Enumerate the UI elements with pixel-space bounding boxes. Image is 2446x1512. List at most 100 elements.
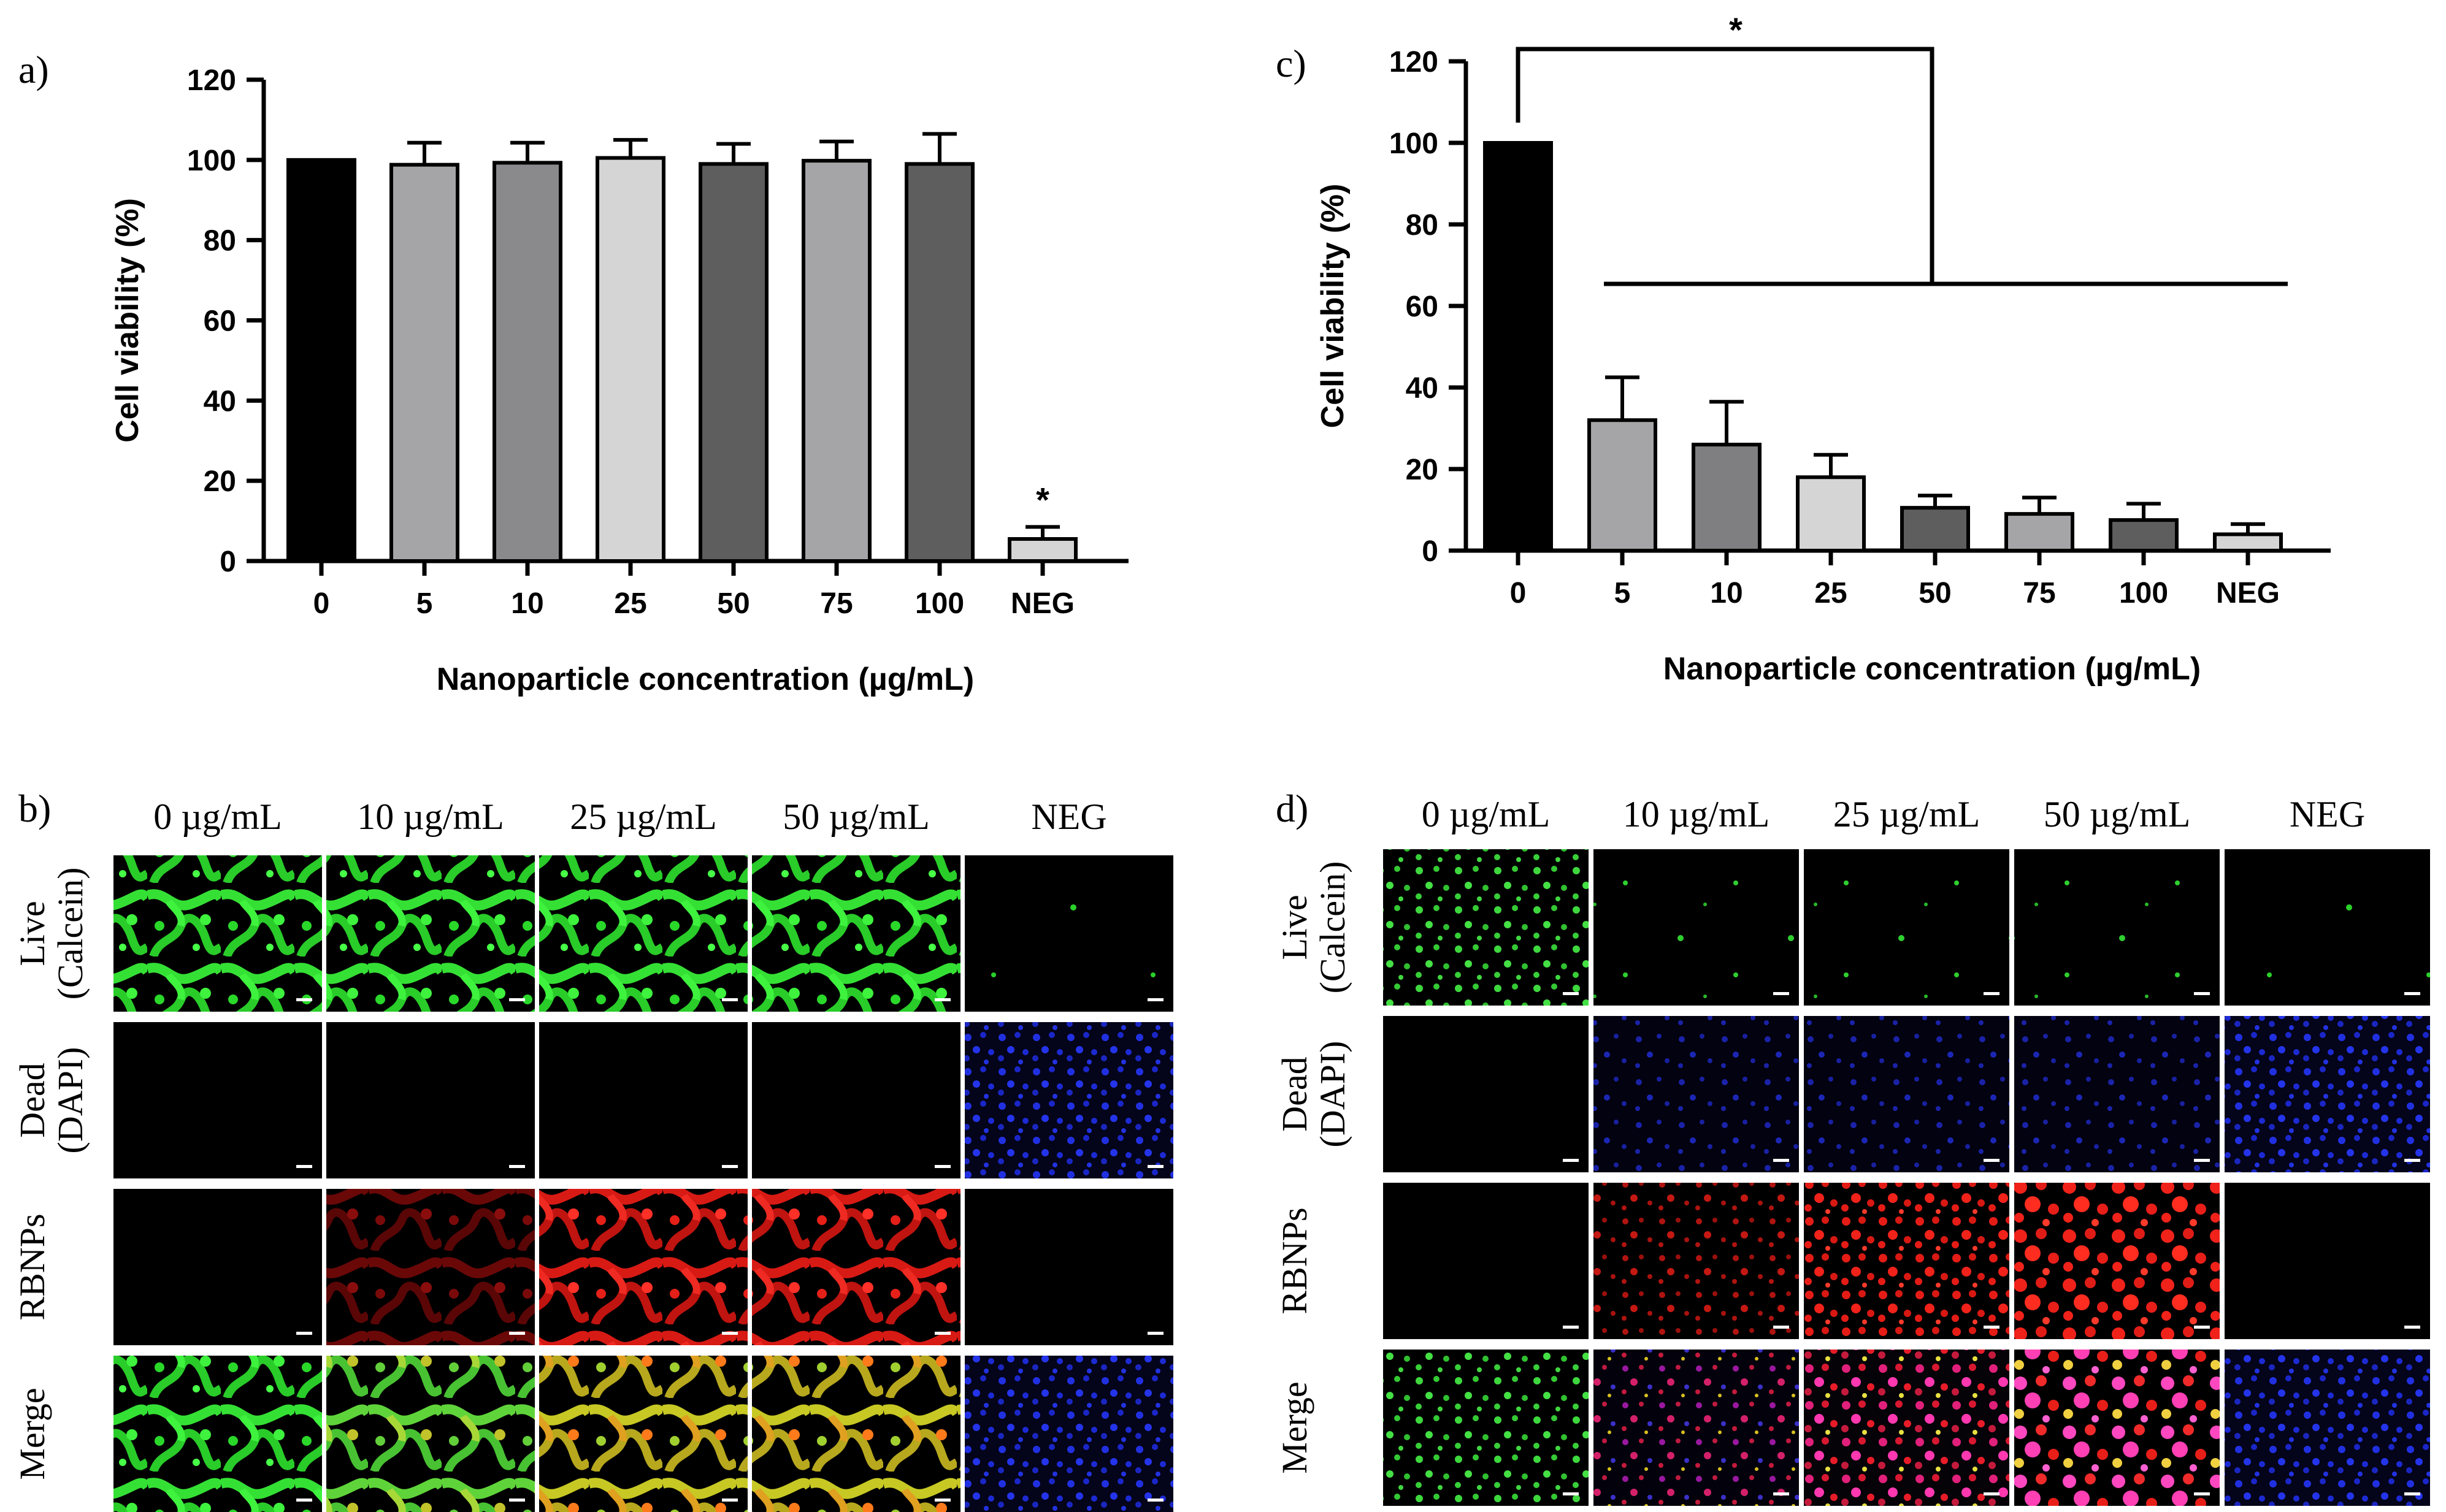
scale-bar xyxy=(1148,1165,1164,1168)
scale-bar xyxy=(1563,1159,1579,1162)
bar-NEG xyxy=(1008,537,1078,563)
y-tick-label: 40 xyxy=(204,385,236,418)
scale-bar xyxy=(722,998,738,1001)
significance-bracket xyxy=(1516,47,1934,284)
scale-bar xyxy=(1773,1326,1789,1329)
micrograph-image xyxy=(1593,849,1799,1006)
row-sublabel: (DAPI) xyxy=(1313,1041,1352,1148)
micrograph-image xyxy=(1804,849,2009,1006)
row-label: RBNPs xyxy=(12,1213,52,1320)
micrograph-image xyxy=(1593,1350,1799,1506)
chart-c: 0 20 40 60 80 100 120 0 5 10 25 50 75 100 NEG Cell viab… xyxy=(1315,10,2331,687)
x-tick-label: 50 xyxy=(717,587,750,620)
scale-bar xyxy=(722,1499,738,1502)
column-header: 10 µg/mL xyxy=(1623,794,1770,834)
panel-b-label: b) xyxy=(18,787,51,830)
scale-bar xyxy=(935,1499,951,1502)
x-tick-label: NEG xyxy=(2216,577,2280,609)
scale-bar xyxy=(1984,1159,1999,1162)
micrograph-image xyxy=(326,855,535,1012)
micrograph-image xyxy=(1593,1016,1799,1172)
bar-10 xyxy=(493,161,562,563)
scale-bar xyxy=(2404,1326,2420,1329)
column-header: 25 µg/mL xyxy=(570,796,717,837)
micrograph-image xyxy=(752,855,960,1012)
bar-100 xyxy=(2109,518,2179,552)
significance-star: * xyxy=(1729,10,1742,49)
x-tick-label: 25 xyxy=(1814,577,1847,609)
scale-bar xyxy=(1773,1159,1789,1162)
x-tick-label: 0 xyxy=(1510,577,1527,609)
column-header: 10 µg/mL xyxy=(357,796,504,837)
x-tick-label: 25 xyxy=(614,587,646,620)
bar-5 xyxy=(1587,418,1657,553)
row-sublabel: (Calcein) xyxy=(1313,861,1352,994)
column-header: 50 µg/mL xyxy=(2044,794,2191,834)
x-axis-label: Nanoparticle concentration (µg/mL) xyxy=(437,662,974,697)
micrograph-image xyxy=(113,1356,322,1512)
bar-25 xyxy=(596,156,665,563)
scale-bar xyxy=(1563,1326,1579,1329)
row-label: Dead xyxy=(1275,1056,1314,1131)
x-tick-label: 100 xyxy=(2119,577,2168,609)
x-tick-label: 50 xyxy=(1919,577,1951,609)
micrograph-image xyxy=(965,1189,1173,1345)
scale-bar xyxy=(1148,998,1164,1001)
panel-c-label: c) xyxy=(1276,42,1306,85)
panel-a-label: a) xyxy=(18,48,49,91)
column-header: 0 µg/mL xyxy=(153,796,282,837)
micrograph-image xyxy=(752,1022,960,1178)
micrograph-image xyxy=(2225,849,2430,1006)
y-tick-label: 80 xyxy=(204,225,236,258)
scale-bar xyxy=(1773,1492,1789,1495)
scale-bar xyxy=(1148,1332,1164,1335)
x-tick-label: 10 xyxy=(511,587,543,620)
y-tick-label: 120 xyxy=(187,64,236,97)
scale-bar xyxy=(1984,1326,1999,1329)
bar-25 xyxy=(1796,475,1866,552)
scale-bar xyxy=(2194,1492,2210,1495)
column-header: 25 µg/mL xyxy=(1833,794,1980,834)
bar-75 xyxy=(802,159,872,563)
micrograph-image xyxy=(965,1356,1173,1512)
y-tick-label: 0 xyxy=(1422,535,1438,568)
x-tick-label: 75 xyxy=(820,587,853,620)
scale-bar xyxy=(2194,992,2210,995)
micrograph-image xyxy=(965,1022,1173,1178)
y-axis-label: Cell viability (%) xyxy=(1315,184,1351,429)
bar-0 xyxy=(286,158,356,563)
y-tick-label: 80 xyxy=(1406,209,1438,242)
scale-bar xyxy=(1563,1492,1579,1495)
y-axis-label: Cell viability (%) xyxy=(110,198,145,443)
x-tick-label: 5 xyxy=(416,587,433,620)
scale-bar xyxy=(1984,1492,1999,1495)
micrograph-image xyxy=(2225,1016,2430,1172)
micrograph-image xyxy=(1383,1016,1589,1172)
micrograph-image xyxy=(1383,1183,1589,1339)
micrograph-image xyxy=(1804,1350,2009,1506)
micrograph-image xyxy=(1804,1016,2009,1172)
micrograph-image xyxy=(326,1356,535,1512)
y-tick-label: 40 xyxy=(1406,372,1438,405)
micrograph-image xyxy=(965,855,1173,1012)
y-tick-label: 20 xyxy=(204,465,236,498)
scale-bar xyxy=(296,998,312,1001)
chart-a: 0 20 40 60 80 100 120 0 5 10 25 50 75 100 NEG Cell viab… xyxy=(110,64,1129,697)
x-tick-label: 0 xyxy=(313,587,330,620)
micrograph-image xyxy=(539,1356,748,1512)
y-tick-label: 60 xyxy=(204,305,236,338)
micrograph-image xyxy=(2014,1350,2220,1506)
scale-bar xyxy=(509,1332,525,1335)
y-tick-label: 20 xyxy=(1406,454,1438,486)
x-tick-label: 100 xyxy=(915,587,964,620)
scale-bar xyxy=(2194,1159,2210,1162)
scale-bar xyxy=(935,1165,951,1168)
y-tick-label: 0 xyxy=(220,546,236,578)
panel-d-label: d) xyxy=(1276,787,1308,830)
micrograph-image xyxy=(1383,1350,1589,1506)
micrograph-image xyxy=(113,855,322,1012)
bar-100 xyxy=(905,162,975,563)
scale-bar xyxy=(722,1332,738,1335)
x-tick-label: 5 xyxy=(1614,577,1631,609)
